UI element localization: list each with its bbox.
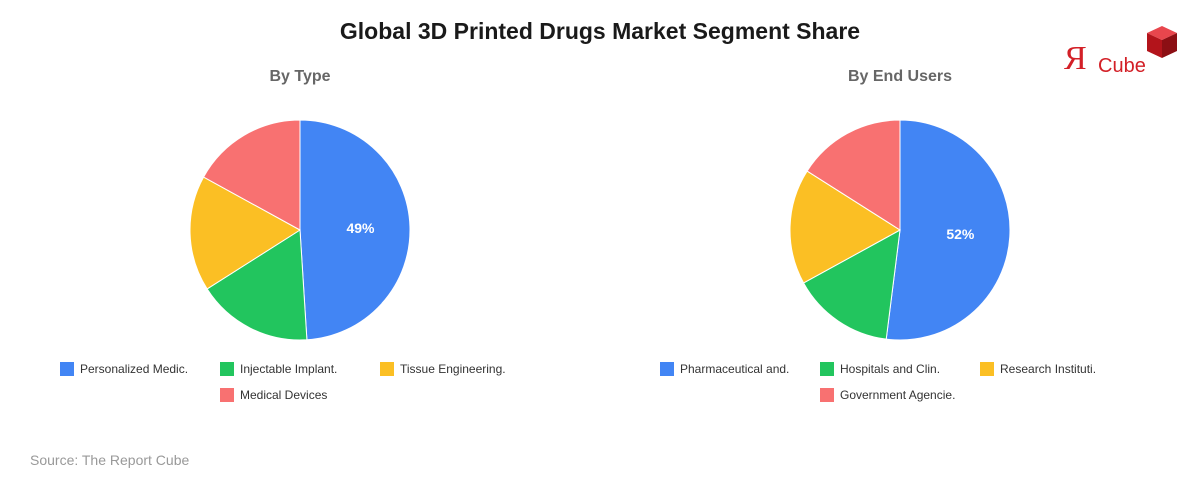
legend-label: Tissue Engineering. bbox=[400, 362, 506, 376]
pie-slice-2 bbox=[802, 229, 901, 340]
pie-slice-1 bbox=[299, 119, 411, 341]
pie-svg: 49% bbox=[189, 119, 411, 341]
chart-subtitle: By Type bbox=[269, 68, 331, 85]
legend-label: Government Agencie. bbox=[840, 388, 956, 402]
pie-chart-by-type: By Type 49% Personalized Medic. Injectabl… bbox=[0, 60, 600, 420]
legend-item: Hospitals and Clin. bbox=[820, 360, 940, 378]
legend-item: Research Instituti. bbox=[980, 360, 1096, 378]
legend-item: Government Agencie. bbox=[820, 386, 955, 404]
pie-chart-by-end-users: By End Users 52% Pharmaceutical and. Hosp… bbox=[600, 60, 1200, 420]
legend-swatch bbox=[220, 388, 234, 402]
legend-label: Research Instituti. bbox=[1000, 362, 1097, 376]
legend-label: Pharmaceutical and. bbox=[680, 362, 790, 376]
logo-word: Cube bbox=[1098, 55, 1146, 77]
pie-slice-4 bbox=[806, 119, 901, 231]
slice-data-label: 49% bbox=[346, 220, 375, 236]
legend-label: Personalized Medic. bbox=[80, 362, 189, 376]
legend-swatch bbox=[220, 362, 234, 376]
legend-label: Hospitals and Clin. bbox=[840, 362, 941, 376]
report-cube-logo: Я Cube bbox=[1058, 24, 1184, 84]
legend-item: Personalized Medic. bbox=[60, 360, 188, 378]
legend-swatch bbox=[60, 362, 74, 376]
legend-item: Tissue Engineering. bbox=[380, 360, 506, 378]
legend-swatch bbox=[660, 362, 674, 376]
pie-slice-3 bbox=[789, 170, 901, 284]
pie-svg: 52% bbox=[789, 119, 1011, 341]
legend-label: Medical Devices bbox=[240, 388, 328, 402]
legend-label: Injectable Implant. bbox=[240, 362, 338, 376]
pie-slice-3 bbox=[189, 176, 301, 290]
chart-title: Global 3D Printed Drugs Market Segment S… bbox=[339, 18, 861, 44]
pie-slice-2 bbox=[206, 229, 308, 341]
slice-data-label: 52% bbox=[946, 226, 975, 242]
legend-item: Injectable Implant. bbox=[220, 360, 337, 378]
chart-subtitle: By End Users bbox=[847, 68, 953, 85]
legend-item: Medical Devices bbox=[220, 386, 327, 404]
logo-mark: Я bbox=[1064, 40, 1087, 77]
legend-swatch bbox=[980, 362, 994, 376]
pie-slice-1 bbox=[885, 119, 1011, 341]
source-note: Source: The Report Cube bbox=[30, 452, 190, 468]
cube-icon bbox=[1147, 26, 1177, 58]
legend-swatch bbox=[820, 362, 834, 376]
legend-item: Pharmaceutical and. bbox=[660, 360, 789, 378]
pie-slice-4 bbox=[202, 119, 301, 231]
legend-swatch bbox=[820, 388, 834, 402]
legend-swatch bbox=[380, 362, 394, 376]
